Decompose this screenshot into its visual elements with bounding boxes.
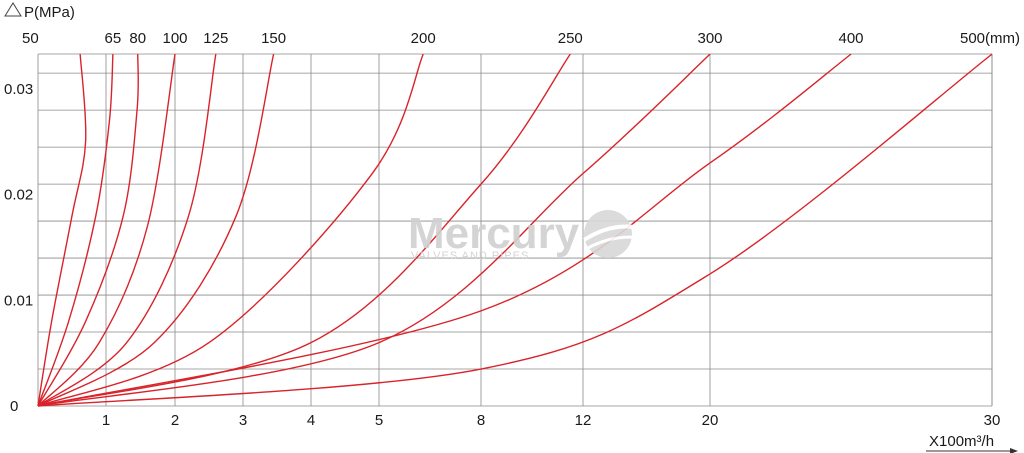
watermark-tagline: VALVES AND PIPES [411, 250, 529, 262]
delta-triangle-icon [4, 2, 22, 17]
series-line-400 [37, 53, 852, 407]
globe-swoosh-logo-icon [582, 210, 643, 258]
pipe-size-label: 125 [203, 30, 228, 47]
pipe-size-label: 250 [558, 30, 583, 47]
curves [37, 53, 993, 407]
series-line-50 [37, 54, 87, 407]
y-tick-label: 0.01 [4, 292, 33, 309]
y-tick-label: 0 [10, 398, 18, 415]
x-tick-label: 8 [477, 412, 485, 429]
x-axis-title: X100m³/h [926, 433, 1018, 453]
series-line-150 [37, 53, 275, 407]
x-tick-label: 12 [575, 412, 592, 429]
y-axis-label: P(MPa) [24, 4, 75, 21]
x-tick-label: 1 [102, 412, 110, 429]
pipe-size-label: 50 [22, 30, 39, 47]
x-axis-arrow-icon [1010, 448, 1018, 453]
pipe-size-label: 65 [105, 30, 122, 47]
series-line-65 [37, 54, 114, 407]
grid [37, 53, 993, 407]
x-tick-labels: 1 2 3 4 5 8 12 20 30 [102, 412, 1001, 429]
pipe-size-label: 500(mm) [960, 30, 1020, 47]
series-line-100 [37, 54, 176, 407]
series-line-200 [37, 53, 424, 407]
x-axis-label: X100m³/h [929, 433, 994, 450]
series-line-300 [37, 53, 711, 407]
watermark: Mercury VALVES AND PIPES [408, 209, 643, 262]
series-line-250 [37, 53, 571, 407]
x-tick-label: 5 [375, 412, 383, 429]
y-tick-label: 0.02 [4, 187, 33, 204]
y-tick-labels: 0 0.01 0.02 0.03 [4, 81, 33, 415]
x-tick-label: 2 [171, 412, 179, 429]
series-line-125 [37, 54, 217, 407]
x-tick-label: 3 [239, 412, 247, 429]
pipe-size-label: 80 [129, 30, 146, 47]
series-line-80 [37, 54, 139, 407]
pipe-size-label: 100 [162, 30, 187, 47]
watermark-brand: Mercury [408, 209, 580, 258]
x-tick-label: 20 [702, 412, 719, 429]
pipe-size-label: 300 [697, 30, 722, 47]
pipe-size-labels: 50 65 80 100 125 150 200 250 300 400 500(mm) [22, 30, 1020, 47]
pipe-size-label: 200 [411, 30, 436, 47]
pipe-size-label: 150 [261, 30, 286, 47]
series-line-500 [37, 53, 993, 407]
pipe-size-label: 400 [838, 30, 863, 47]
x-tick-label: 4 [307, 412, 315, 429]
y-tick-label: 0.03 [4, 81, 33, 98]
x-tick-label: 30 [984, 412, 1001, 429]
